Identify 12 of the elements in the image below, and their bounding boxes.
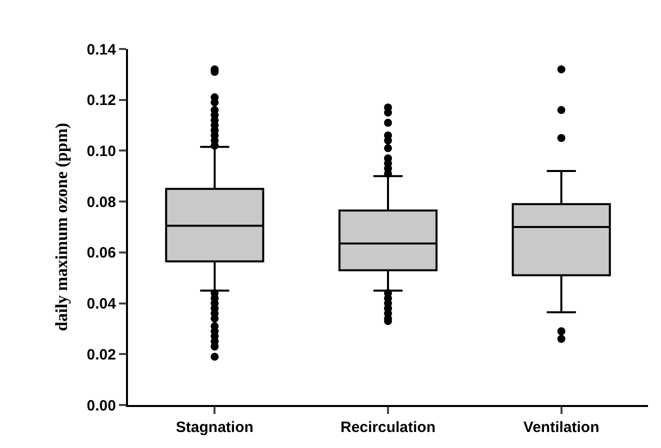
y-tick-label: 0.02 [86,346,116,364]
y-tick-label: 0.10 [86,142,116,160]
x-tick-label: Recirculation [340,419,436,436]
y-tick-label: 0.08 [86,194,116,211]
y-tick-label: 0.14 [86,41,117,58]
y-axis-title: daily maximum ozone (ppm) [52,122,71,332]
x-tick-label: Ventilation [523,419,600,436]
y-tick-label: 0.00 [86,397,116,414]
y-tick-label: 0.04 [86,296,117,313]
y-tick-label: 0.06 [86,244,116,262]
y-tick-label: 0.12 [86,92,116,110]
x-tick-label: Stagnation [176,419,254,436]
